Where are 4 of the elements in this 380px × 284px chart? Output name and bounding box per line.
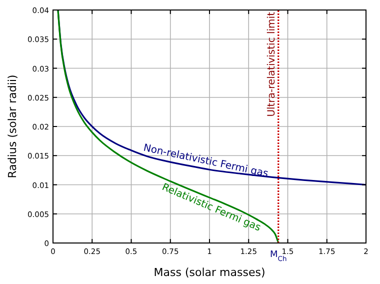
x-axis-title: Mass (solar masses) [154, 266, 266, 279]
line-series [57, 10, 280, 244]
y-axis-title: Radius (solar radii) [6, 74, 19, 178]
ref-line-label: Ultra-relativistic limit [266, 12, 278, 117]
